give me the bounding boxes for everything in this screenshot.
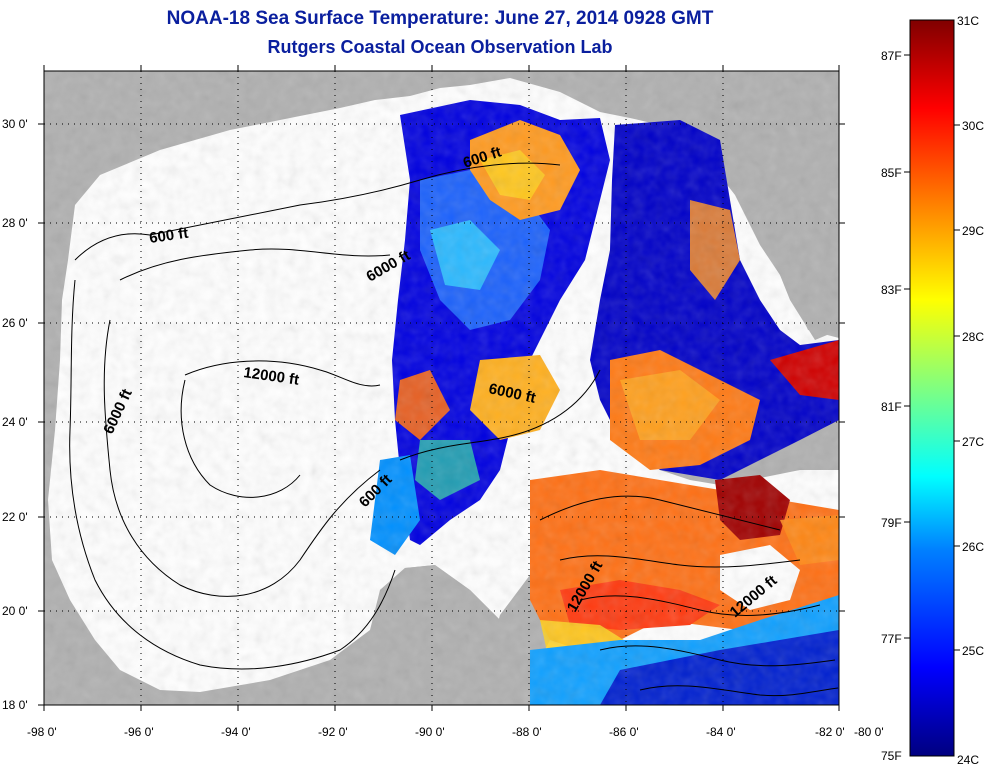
lon-label: -90 0' bbox=[415, 725, 445, 739]
lon-label: -82 0' bbox=[815, 725, 845, 739]
lat-label: 26 0' bbox=[2, 316, 28, 330]
lat-label: 30 0' bbox=[2, 117, 28, 131]
colorbar-c-label: 25C bbox=[962, 644, 984, 658]
colorbar-c-label: 26C bbox=[962, 540, 984, 554]
lat-label: 24 0' bbox=[2, 415, 28, 429]
colorbar-f-label: 81F bbox=[881, 400, 902, 414]
colorbar-c-label: 29C bbox=[962, 224, 984, 238]
map-frame bbox=[43, 70, 840, 706]
map-subtitle: Rutgers Coastal Ocean Observation Lab bbox=[267, 37, 613, 57]
lon-label: -96 0' bbox=[124, 725, 154, 739]
lon-label: -80 0' bbox=[854, 725, 884, 739]
colorbar-f-label: 79F bbox=[881, 516, 902, 530]
longitude-labels: -98 0' -96 0' -94 0' -92 0' -90 0' -88 0… bbox=[27, 725, 884, 739]
map-plot-area: 600 ft 600 ft 6000 ft 6000 ft 12000 ft 6… bbox=[44, 71, 839, 705]
lat-label: 20 0' bbox=[2, 604, 28, 618]
lat-label: 28 0' bbox=[2, 216, 28, 230]
map-title: NOAA-18 Sea Surface Temperature: June 27… bbox=[166, 8, 714, 29]
lon-label: -88 0' bbox=[512, 725, 542, 739]
lon-label: -94 0' bbox=[221, 725, 251, 739]
lat-label: 18 0' bbox=[2, 698, 28, 712]
sst-data-layer bbox=[44, 71, 839, 705]
lat-label: 22 0' bbox=[2, 510, 28, 524]
colorbar-c-label: 30C bbox=[962, 119, 984, 133]
colorbar-c-label: 24C bbox=[957, 753, 979, 767]
lon-label: -98 0' bbox=[27, 725, 57, 739]
colorbar-f-label: 87F bbox=[881, 49, 902, 63]
lon-label: -86 0' bbox=[609, 725, 639, 739]
lon-label: -84 0' bbox=[706, 725, 736, 739]
colorbar: 31C 30C 29C 28C 27C 26C 25C 24C 87F 85F … bbox=[881, 14, 984, 767]
latitude-labels: 30 0' 28 0' 26 0' 24 0' 22 0' 20 0' 18 0… bbox=[2, 117, 28, 712]
colorbar-f-label: 75F bbox=[881, 749, 902, 763]
colorbar-c-label: 27C bbox=[962, 435, 984, 449]
colorbar-f-label: 85F bbox=[881, 166, 902, 180]
colorbar-gradient bbox=[909, 19, 955, 757]
contour-label: 600 ft bbox=[148, 225, 189, 247]
bathymetry-contours bbox=[69, 162, 839, 697]
colorbar-f-label: 83F bbox=[881, 283, 902, 297]
colorbar-c-label: 28C bbox=[962, 330, 984, 344]
lon-label: -92 0' bbox=[318, 725, 348, 739]
colorbar-f-label: 77F bbox=[881, 632, 902, 646]
graticule bbox=[44, 71, 839, 705]
axis-ticks bbox=[38, 65, 845, 711]
colorbar-c-label: 31C bbox=[957, 14, 979, 28]
